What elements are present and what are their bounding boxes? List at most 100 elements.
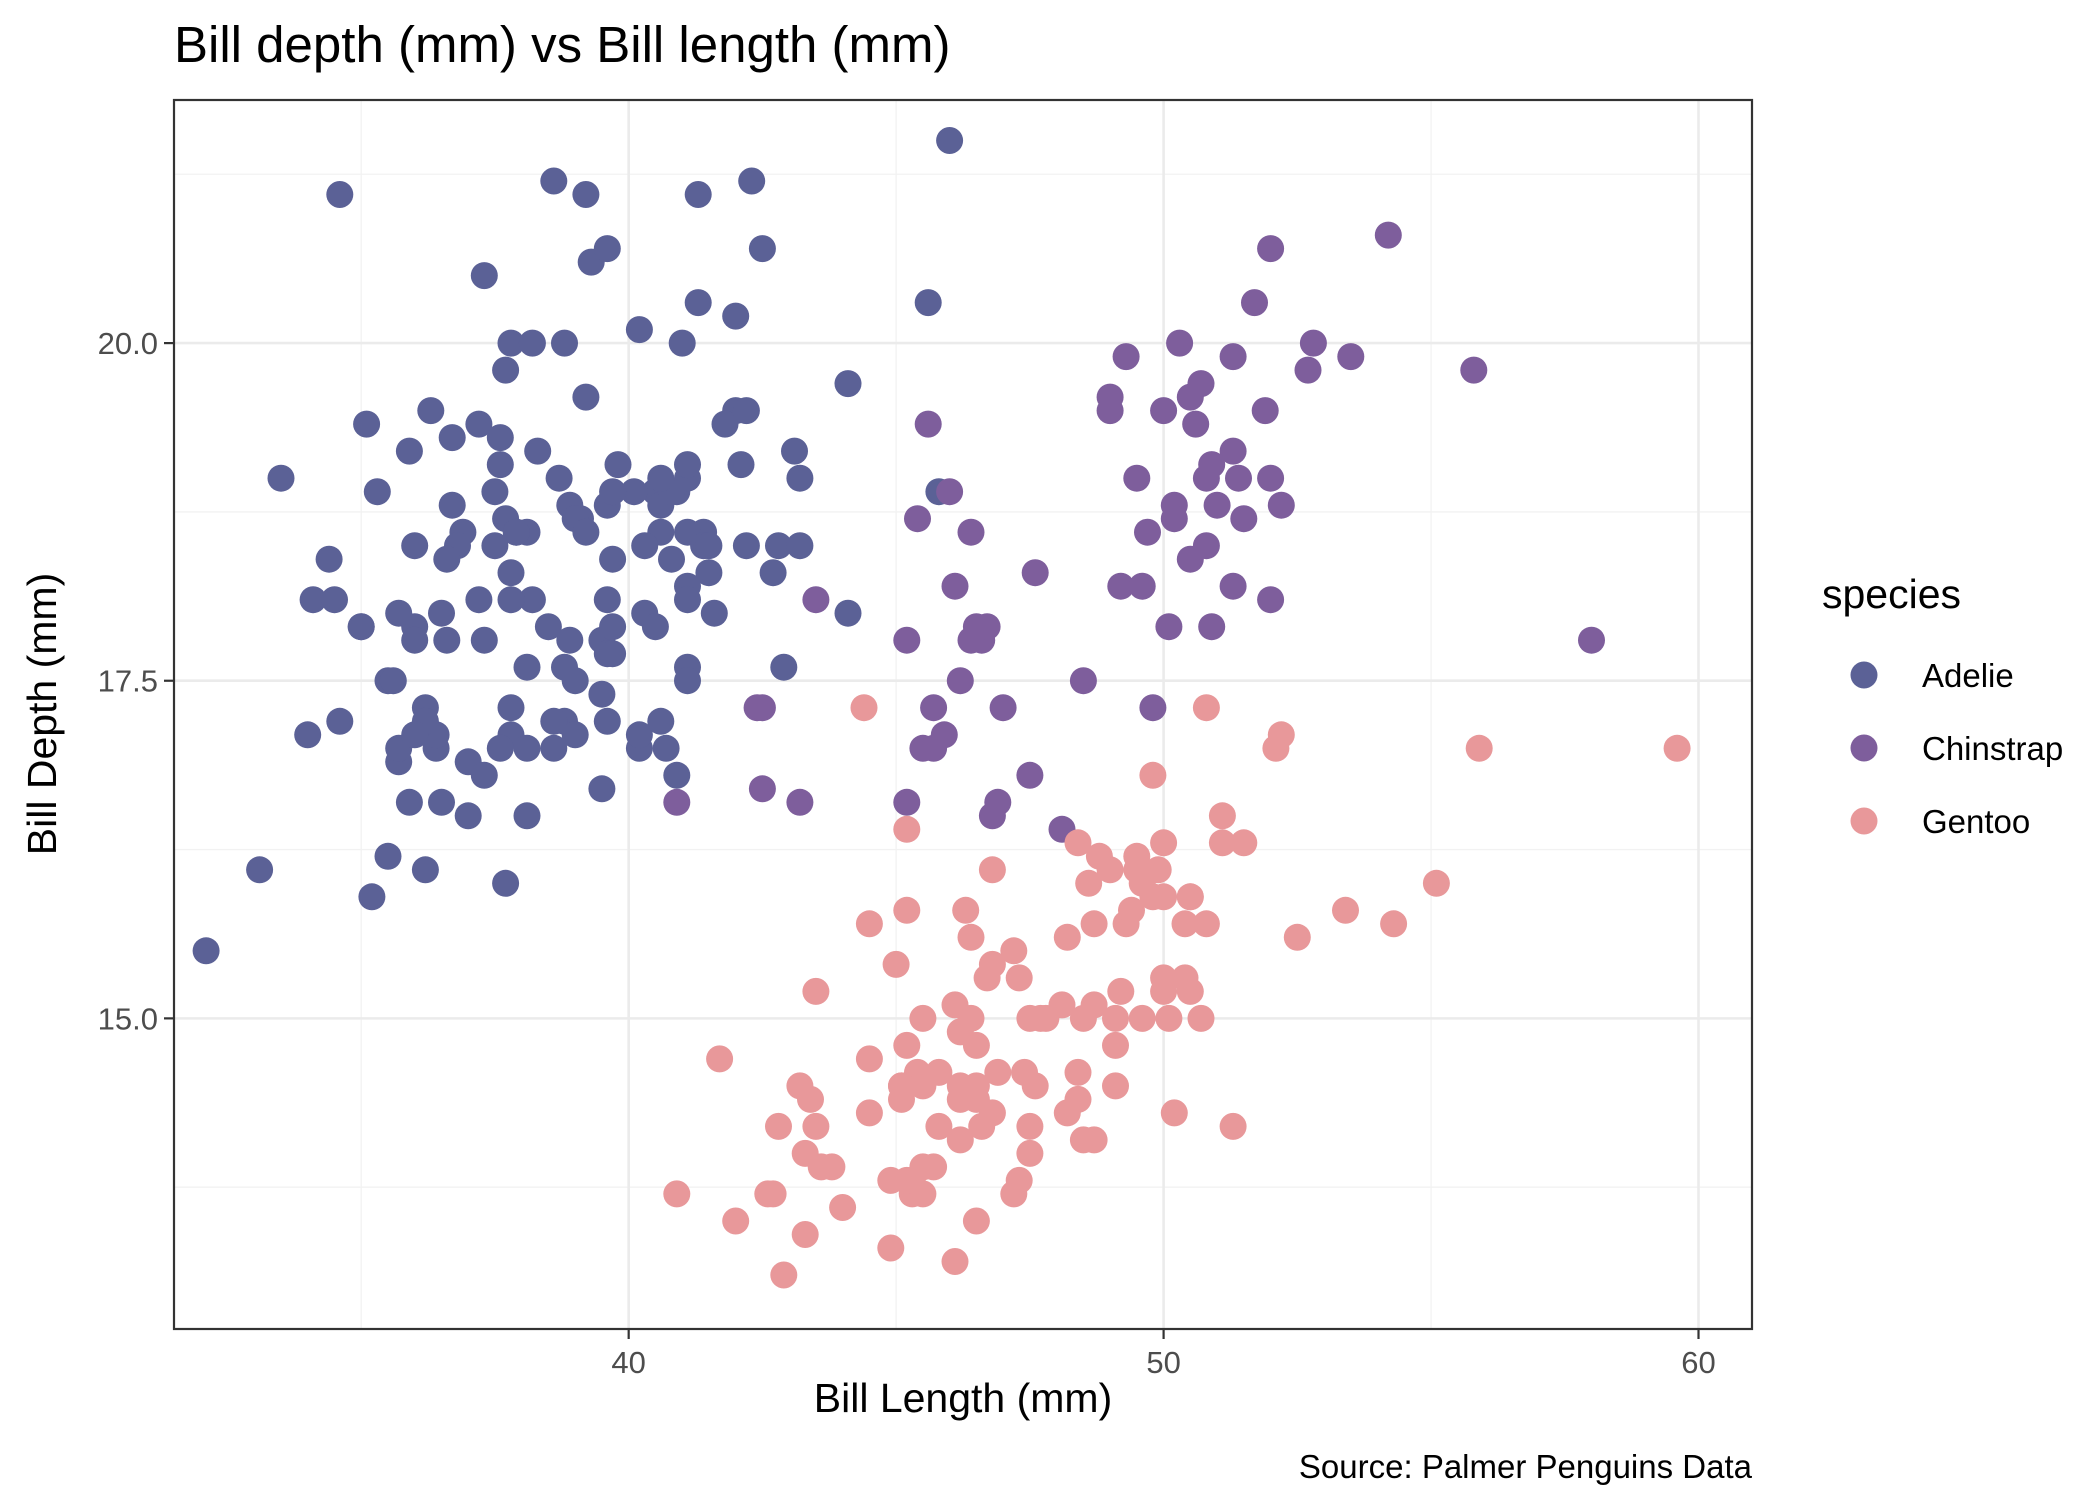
point-gentoo [978, 1099, 1006, 1127]
point-adelie [727, 451, 755, 479]
point-adelie [561, 721, 589, 749]
x-tick-label: 40 [611, 1345, 645, 1380]
point-adelie [534, 613, 562, 641]
point-chinstrap [1241, 289, 1268, 317]
point-chinstrap [1160, 505, 1188, 533]
point-gentoo [1064, 1058, 1092, 1086]
point-gentoo [1011, 1058, 1038, 1086]
point-gentoo [1085, 842, 1113, 870]
axes: 40 50 60 15.0 17.5 20.0 [98, 326, 1716, 1380]
point-gentoo [855, 1045, 883, 1073]
point-adelie [722, 302, 750, 330]
point-adelie [588, 680, 616, 708]
point-gentoo [802, 1112, 830, 1140]
point-adelie [540, 167, 568, 195]
point-chinstrap [1337, 343, 1365, 371]
legend-label-adelie: Adelie [1922, 657, 2014, 694]
point-chinstrap [663, 788, 691, 816]
point-adelie [374, 842, 402, 870]
legend-key-chinstrap [1850, 734, 1878, 762]
point-chinstrap [1225, 464, 1252, 492]
point-gentoo [952, 896, 980, 924]
point-adelie [492, 869, 520, 897]
point-chinstrap [1128, 572, 1156, 600]
point-chinstrap [748, 775, 776, 803]
point-adelie [385, 599, 413, 627]
point-adelie [395, 437, 423, 465]
point-chinstrap [920, 694, 948, 722]
point-adelie [770, 653, 798, 681]
point-chinstrap [1257, 235, 1285, 263]
point-gentoo [770, 1261, 798, 1289]
point-adelie [513, 653, 541, 681]
point-adelie [428, 599, 455, 627]
point-adelie [497, 586, 525, 614]
point-chinstrap [1150, 397, 1178, 425]
point-adelie [513, 802, 541, 830]
point-gentoo [1080, 910, 1108, 938]
point-gentoo [1102, 1072, 1129, 1100]
point-adelie [593, 707, 621, 735]
point-adelie [765, 532, 792, 560]
point-adelie [438, 424, 466, 452]
point-adelie [620, 478, 648, 506]
point-gentoo [1150, 829, 1178, 857]
point-chinstrap [1069, 667, 1097, 695]
point-chinstrap [1123, 464, 1151, 492]
point-adelie [438, 491, 466, 519]
point-gentoo [1123, 856, 1151, 884]
point-adelie [647, 464, 675, 492]
point-gentoo [1208, 802, 1236, 830]
point-adelie [433, 545, 461, 573]
point-adelie [668, 329, 696, 357]
point-adelie [411, 856, 439, 884]
point-adelie [700, 599, 728, 627]
point-adelie [674, 667, 701, 695]
point-chinstrap [1257, 464, 1285, 492]
point-gentoo [1663, 734, 1691, 762]
point-gentoo [1005, 964, 1033, 992]
point-gentoo [888, 1085, 915, 1113]
point-gentoo [1208, 829, 1236, 857]
point-gentoo [1150, 964, 1178, 992]
x-axis-title: Bill Length (mm) [814, 1375, 1112, 1421]
point-gentoo [957, 923, 985, 951]
point-adelie [711, 410, 739, 438]
point-gentoo [1155, 1004, 1183, 1032]
point-adelie [936, 127, 964, 154]
point-adelie [294, 721, 322, 749]
point-gentoo [920, 1153, 948, 1181]
point-gentoo [1422, 869, 1450, 897]
point-chinstrap [1107, 572, 1135, 600]
point-chinstrap [1219, 437, 1247, 465]
point-chinstrap [1257, 586, 1285, 614]
point-adelie [647, 707, 675, 735]
point-gentoo [882, 950, 910, 978]
point-gentoo [984, 1058, 1012, 1086]
point-chinstrap [1198, 613, 1226, 641]
point-gentoo [877, 1234, 905, 1262]
point-adelie [379, 667, 407, 695]
point-gentoo [797, 1085, 824, 1113]
point-chinstrap [1021, 559, 1049, 587]
point-gentoo [877, 1166, 905, 1194]
point-gentoo [1171, 910, 1199, 938]
point-gentoo [946, 1085, 974, 1113]
point-adelie [470, 262, 498, 290]
point-adelie [786, 532, 814, 560]
point-adelie [834, 599, 862, 627]
point-adelie [299, 586, 327, 614]
point-adelie [502, 518, 530, 546]
point-adelie [674, 586, 701, 614]
point-chinstrap [1251, 397, 1279, 425]
point-gentoo [663, 1180, 691, 1208]
point-gentoo [829, 1194, 857, 1221]
point-adelie [625, 721, 653, 749]
point-adelie [684, 289, 712, 317]
point-adelie [428, 788, 455, 816]
point-gentoo [1048, 991, 1076, 1019]
point-gentoo [1016, 1139, 1044, 1167]
point-adelie [599, 613, 627, 641]
point-chinstrap [1016, 761, 1044, 789]
y-axis-title: Bill Depth (mm) [19, 573, 65, 855]
